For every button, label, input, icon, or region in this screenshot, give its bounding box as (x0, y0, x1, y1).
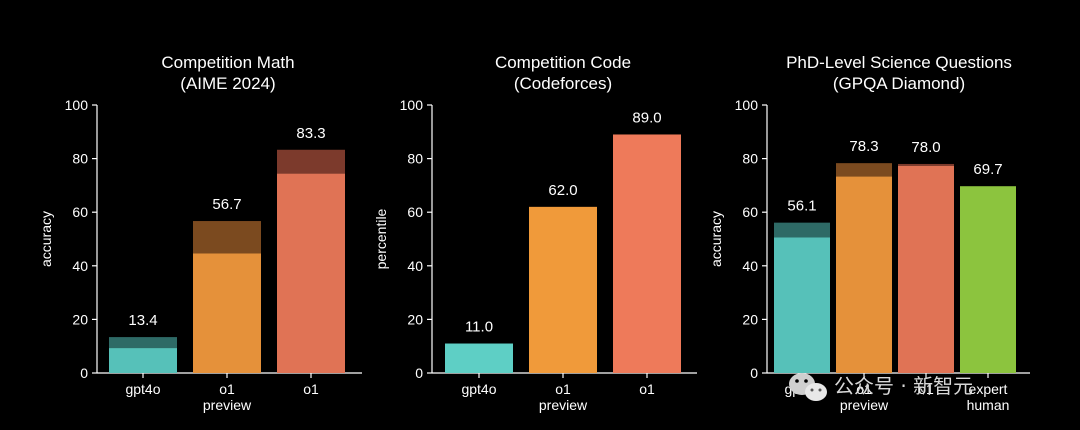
bar (774, 237, 830, 373)
y-tick-label: 0 (415, 365, 423, 381)
y-tick-label: 60 (742, 204, 758, 220)
chart-phd-science: PhD-Level Science Questions (GPQA Diamond… (708, 53, 1030, 413)
bar (613, 134, 681, 373)
y-tick-label: 100 (65, 97, 89, 113)
x-tick-label: o1 (918, 381, 934, 397)
y-axis-label: percentile (373, 208, 389, 269)
bar-top-segment (193, 221, 261, 254)
y-tick-label: 60 (407, 204, 423, 220)
x-tick-label: gpt4o (461, 381, 496, 397)
chart-title-line: PhD-Level Science Questions (786, 53, 1012, 72)
bar-value-label: 78.0 (911, 139, 940, 156)
wechat-icon (789, 373, 827, 401)
y-tick-label: 0 (80, 365, 88, 381)
y-axis-label: accuracy (38, 211, 54, 267)
chart-title-line: (GPQA Diamond) (833, 74, 965, 93)
bar (445, 343, 513, 373)
chart-competition-code: Competition Code (Codeforces) percentile 0 2… (373, 53, 697, 413)
bar (193, 253, 261, 373)
y-tick-label: 20 (72, 311, 88, 327)
y-tick-label: 80 (407, 151, 423, 167)
y-tick-label: 80 (742, 151, 758, 167)
bar-value-label: 69.7 (973, 161, 1002, 178)
y-tick-label: 0 (750, 365, 758, 381)
bar (836, 176, 892, 373)
y-tick-label: 100 (735, 97, 759, 113)
x-tick-label: o1 (303, 381, 319, 397)
x-tick-label: preview (203, 397, 252, 413)
bar-value-label: 78.3 (849, 138, 878, 155)
y-tick-label: 20 (742, 311, 758, 327)
chart-title-line: Competition Math (161, 53, 294, 72)
bar (529, 206, 597, 373)
bar (960, 186, 1016, 373)
bar-top-segment (277, 149, 345, 174)
y-tick-label: 40 (742, 258, 758, 274)
x-tick-label: expert (969, 381, 1008, 397)
bar (109, 348, 177, 373)
x-tick-label: preview (840, 397, 889, 413)
chart-title-line: (AIME 2024) (180, 74, 275, 93)
bar-value-label: 11.0 (465, 319, 493, 336)
bar (898, 165, 954, 373)
bar-top-segment (109, 337, 177, 349)
y-axis-label: accuracy (708, 211, 724, 267)
y-tick-label: 60 (72, 204, 88, 220)
bar (277, 173, 345, 373)
y-tick-label: 20 (407, 311, 423, 327)
x-tick-label: o1 (555, 381, 571, 397)
x-tick-label: human (967, 397, 1010, 413)
bar-top-segment (898, 163, 954, 166)
watermark: 公众号 · 新智元 (789, 373, 973, 401)
y-tick-label: 100 (400, 97, 424, 113)
x-tick-label: o1 (219, 381, 235, 397)
chart-title-line: (Codeforces) (514, 74, 612, 93)
bar-value-label: 56.1 (787, 198, 816, 215)
x-tick-label: gpt4o (125, 381, 160, 397)
y-tick-label: 40 (72, 258, 88, 274)
bar-value-label: 89.0 (632, 109, 661, 126)
chart-competition-math: Competition Math (AIME 2024) accuracy 0 20 40… (38, 53, 362, 413)
watermark-text: 公众号 · 新智元 (834, 374, 973, 398)
bar-top-segment (836, 163, 892, 177)
bar-top-segment (774, 222, 830, 238)
y-tick-label: 80 (72, 151, 88, 167)
bar-value-label: 56.7 (212, 196, 241, 213)
y-tick-label: 40 (407, 258, 423, 274)
x-tick-label: o1 (856, 381, 872, 397)
chart-title-line: Competition Code (495, 53, 631, 72)
bar-value-label: 83.3 (296, 125, 325, 142)
bar-value-label: 13.4 (128, 312, 157, 329)
x-tick-label: preview (539, 397, 588, 413)
x-tick-label: o1 (639, 381, 655, 397)
bar-value-label: 62.0 (548, 182, 577, 199)
